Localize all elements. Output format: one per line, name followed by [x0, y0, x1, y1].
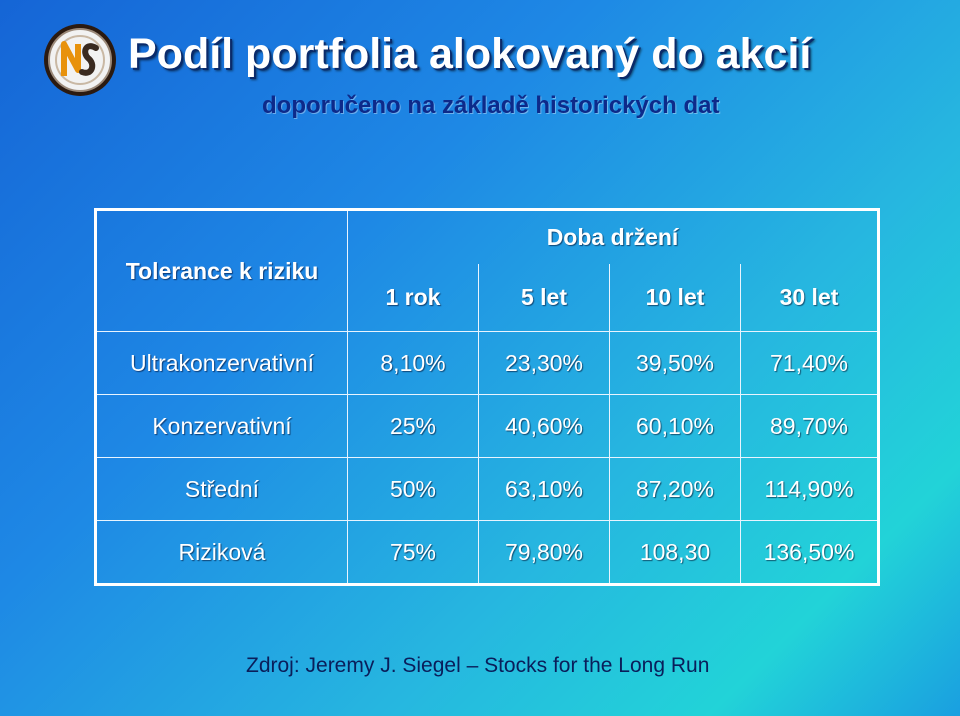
- table-cell: 8,10%: [347, 331, 479, 395]
- group-header: Doba držení: [347, 208, 879, 264]
- table-cell: 75%: [347, 520, 479, 585]
- table-cell: 50%: [347, 457, 479, 521]
- table-cell: 71,40%: [740, 331, 879, 395]
- table-row: Riziková 75% 79,80% 108,30 136,50%: [95, 520, 879, 585]
- row-header-label: Tolerance k riziku: [95, 209, 348, 332]
- table-cell: 23,30%: [478, 331, 610, 395]
- table-row: Ultrakonzervativní 8,10% 23,30% 39,50% 7…: [95, 331, 879, 395]
- allocation-table: Tolerance k riziku Doba držení 1 rok 5 l…: [94, 208, 880, 586]
- row-label: Riziková: [95, 520, 348, 585]
- table-cell: 136,50%: [740, 520, 879, 585]
- row-label: Konzervativní: [95, 394, 348, 458]
- table-cell: 63,10%: [478, 457, 610, 521]
- table-cell: 40,60%: [478, 394, 610, 458]
- table-cell: 108,30: [609, 520, 741, 585]
- page-title: Podíl portfolia alokovaný do akcií: [128, 30, 812, 78]
- table-cell: 89,70%: [740, 394, 879, 458]
- table-cell: 60,10%: [609, 394, 741, 458]
- table-cell: 114,90%: [740, 457, 879, 521]
- page-subtitle: doporučeno na základě historických dat: [262, 92, 720, 119]
- logo-icon: [44, 24, 116, 96]
- row-label: Ultrakonzervativní: [95, 331, 348, 395]
- column-header: 1 rok: [347, 263, 479, 332]
- column-header: 5 let: [478, 263, 610, 332]
- row-label: Střední: [95, 457, 348, 521]
- source-note: Zdroj: Jeremy J. Siegel – Stocks for the…: [246, 654, 710, 677]
- table-header-row: Tolerance k riziku Doba držení: [95, 208, 879, 332]
- table-cell: 87,20%: [609, 457, 741, 521]
- table-cell: 39,50%: [609, 331, 741, 395]
- table-row: Konzervativní 25% 40,60% 60,10% 89,70%: [95, 394, 879, 458]
- column-header: 30 let: [740, 263, 879, 332]
- table-cell: 25%: [347, 394, 479, 458]
- table-subheader-row: 1 rok 5 let 10 let 30 let: [96, 263, 879, 332]
- column-header: 10 let: [609, 263, 741, 332]
- table-cell: 79,80%: [478, 520, 610, 585]
- table-row: Střední 50% 63,10% 87,20% 114,90%: [95, 457, 879, 521]
